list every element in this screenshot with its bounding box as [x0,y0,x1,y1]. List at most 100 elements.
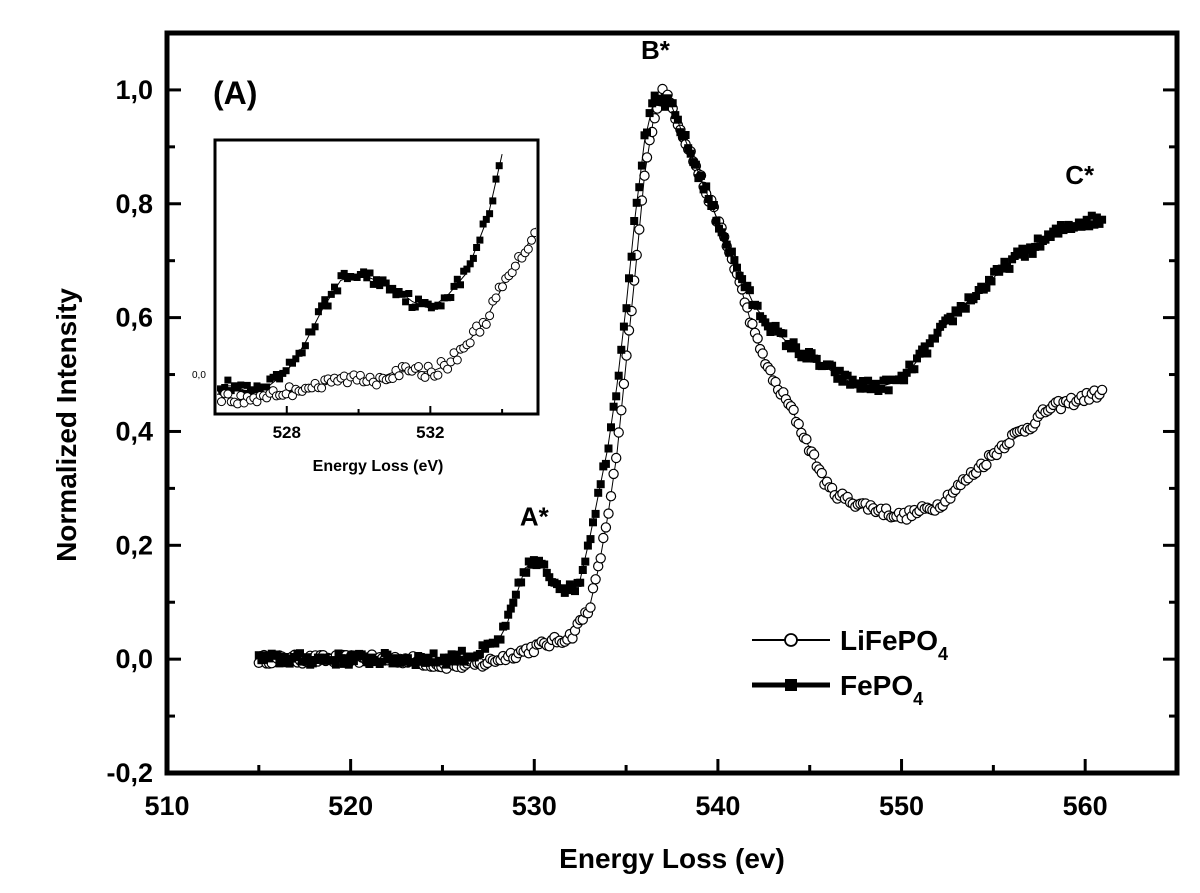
data-point-circle [590,574,601,585]
data-point-square [1005,264,1014,273]
inset-point-square [489,197,497,205]
plot-frame [164,30,1180,776]
data-point-circle [808,449,820,460]
inset-point-square [369,280,377,288]
data-point-circle [634,224,645,235]
inset-point-circle [523,244,533,254]
data-point-square [265,654,274,663]
inset-point-square [282,367,290,375]
data-point-square [296,649,304,658]
data-point-square [1000,257,1009,266]
data-point-square [771,321,780,330]
inset-point-square [411,303,419,311]
data-point-square [254,651,263,660]
inset-series-lifepo4 [217,227,536,409]
data-point-square [342,654,351,663]
data-point-square [609,402,618,411]
data-point-square [457,646,466,655]
data-point-circle [801,434,812,445]
inset-point-circle [223,389,233,399]
inset-plot: 528 532 0,0 Energy Loss (eV) [192,138,540,475]
inset-point-square [437,302,445,310]
data-point-square [668,99,677,108]
data-point-square [987,277,996,286]
inset-x-axis-title: Energy Loss (eV) [313,458,444,475]
data-point-square [1018,244,1027,253]
data-point-square [1051,224,1060,233]
data-point-square [403,654,412,663]
data-point-square [589,518,597,527]
data-point-square [766,328,775,336]
inset-point-square [457,281,464,289]
data-point-circle [752,333,763,344]
data-point-square [861,384,870,393]
legend-label-lifepo4: LiFePO4 [840,625,948,664]
inset-point-square [447,294,455,301]
data-point-square [594,488,603,497]
data-point-square [619,322,628,331]
inset-point-square [424,300,432,308]
data-point-square [702,182,711,191]
inset-point-square [331,283,338,291]
data-point-square [331,660,340,669]
legend: LiFePO4 FePO4 [752,625,948,709]
data-point-square [506,604,515,613]
data-point-square [527,560,536,569]
x-tick-label: 560 [1063,791,1108,821]
inset-point-square [324,302,332,310]
data-point-square [411,661,420,669]
inset-point-circle [433,370,443,380]
inset-point-circle [414,362,423,371]
data-point-square [925,339,934,348]
inset-point-square [405,290,413,297]
data-point-square [830,368,839,377]
legend-label-fepo4-base: FePO [840,670,913,701]
inset-point-square [366,269,374,277]
inset-point-square [301,342,309,350]
inset-point-square [237,381,245,389]
data-point-circle [757,348,768,359]
data-point-square [915,349,924,358]
data-point-square [378,657,387,666]
inset-point-square [453,275,461,283]
data-point-square [884,386,893,395]
data-point-square [833,374,842,383]
data-point-square [1056,221,1065,229]
data-point-square [738,275,747,284]
y-tick-label: 0,4 [115,416,153,446]
inset-point-square [224,376,232,384]
data-point-square [1082,215,1091,224]
data-point-square [509,598,518,607]
data-point-square [581,557,590,566]
data-point-square [591,509,600,518]
data-point-square [661,102,669,111]
data-point-square [383,650,392,659]
data-point-square [301,657,310,666]
data-point-square [360,652,369,661]
legend-label-fepo4-sub: 4 [913,689,923,709]
data-point-square [601,459,610,468]
data-point-circle [616,405,627,416]
data-point-square [802,354,811,363]
data-point-square [545,573,554,582]
data-point-square [650,91,659,100]
data-point-square [807,349,816,358]
data-point-square [637,161,646,170]
data-point-square [427,658,436,667]
data-point-square [882,375,891,384]
x-tick-label: 520 [328,791,373,821]
data-point-square [877,384,885,393]
y-tick-label: 0,6 [115,303,153,333]
data-point-square [1028,249,1037,258]
inset-point-square [415,295,422,303]
inset-point-square [318,302,326,310]
data-point-square [931,334,939,343]
data-point-circle [816,467,828,479]
legend-entry-fepo4: FePO4 [752,670,923,709]
data-point-square [799,349,808,358]
data-point-square [835,366,844,375]
inset-point-square [363,274,371,282]
data-point-square [442,660,451,669]
data-point-square [1046,233,1055,241]
